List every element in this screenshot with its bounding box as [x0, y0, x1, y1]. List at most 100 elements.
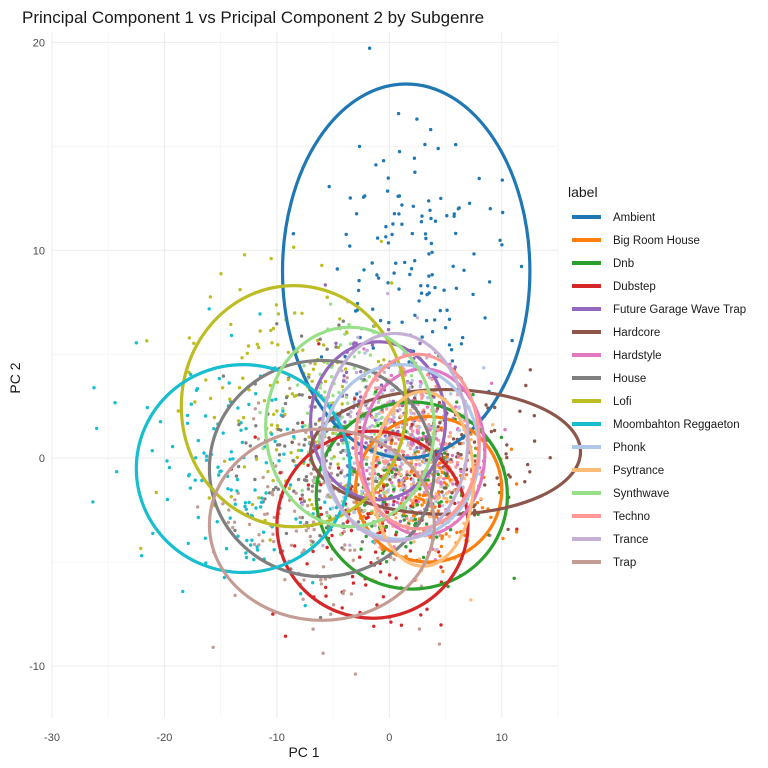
y-axis-ticks: -10 0 10 20 — [29, 37, 45, 673]
data-point — [260, 496, 264, 500]
data-point — [266, 485, 270, 489]
data-point — [306, 504, 310, 508]
data-point — [356, 288, 361, 293]
data-point — [456, 451, 460, 456]
data-point — [348, 548, 352, 552]
data-point — [444, 442, 448, 446]
data-point — [385, 189, 390, 193]
data-point — [457, 405, 461, 409]
data-point — [352, 366, 356, 370]
data-point — [410, 378, 415, 383]
data-point — [415, 503, 419, 507]
legend-item: Future Garage Wave Trap — [572, 304, 746, 316]
data-point — [318, 506, 323, 510]
data-point — [336, 442, 340, 446]
data-point — [264, 491, 268, 495]
data-point — [467, 201, 472, 205]
data-point — [442, 496, 446, 500]
y-tick-label: -10 — [29, 661, 45, 673]
data-point — [451, 478, 455, 482]
data-point — [506, 527, 510, 532]
data-point — [312, 480, 317, 484]
data-point — [524, 383, 528, 388]
data-point — [439, 480, 443, 484]
data-point — [238, 288, 242, 292]
data-point — [387, 573, 392, 577]
data-point — [342, 589, 346, 593]
data-point — [253, 435, 257, 439]
data-point — [405, 516, 409, 521]
data-point — [265, 512, 269, 516]
data-point — [425, 607, 429, 611]
data-point — [419, 393, 423, 397]
data-point — [302, 578, 306, 582]
data-point — [387, 419, 391, 424]
data-point — [308, 395, 312, 400]
data-point — [294, 517, 298, 521]
data-point — [408, 408, 413, 413]
data-point — [414, 499, 418, 503]
data-point — [528, 470, 532, 474]
data-point — [503, 427, 507, 432]
data-point — [207, 307, 211, 311]
data-point — [489, 429, 494, 434]
data-point — [400, 478, 405, 482]
data-point — [204, 378, 208, 382]
data-point — [343, 420, 347, 424]
data-point — [434, 515, 439, 519]
data-point — [428, 208, 432, 212]
data-point — [418, 341, 422, 346]
data-point — [367, 482, 371, 486]
data-point — [385, 510, 389, 514]
data-point — [473, 503, 477, 507]
data-point — [409, 516, 413, 521]
x-tick-label: 0 — [386, 732, 392, 744]
data-point — [489, 515, 493, 520]
data-point — [332, 455, 336, 459]
data-point — [406, 441, 411, 445]
data-point — [432, 496, 436, 500]
data-point — [327, 436, 331, 440]
data-point — [418, 463, 422, 467]
data-point — [453, 501, 457, 506]
data-point — [244, 426, 248, 431]
data-point — [479, 496, 483, 501]
data-point — [271, 532, 275, 536]
data-point — [284, 395, 289, 400]
data-point — [249, 543, 253, 547]
data-point — [247, 500, 251, 505]
data-point — [437, 642, 442, 646]
data-point — [376, 359, 381, 364]
data-point — [433, 318, 437, 322]
data-point — [254, 454, 258, 459]
data-point — [442, 477, 446, 481]
data-point — [389, 620, 393, 624]
data-point — [492, 428, 497, 433]
data-point — [421, 555, 426, 560]
data-point — [411, 514, 416, 518]
data-point — [291, 458, 295, 463]
data-point — [362, 268, 366, 272]
data-point — [382, 490, 386, 495]
data-point — [391, 467, 395, 471]
data-point — [192, 341, 196, 345]
data-point — [449, 392, 453, 396]
ellipse-techno — [354, 352, 481, 531]
data-point — [360, 540, 365, 544]
data-point — [439, 565, 443, 569]
data-point — [244, 441, 248, 445]
data-point — [392, 499, 396, 504]
data-point — [442, 493, 446, 498]
data-point — [331, 431, 335, 435]
data-point — [434, 492, 438, 496]
legend-item: Trance — [572, 534, 648, 546]
data-point — [402, 506, 406, 511]
data-point — [419, 284, 423, 288]
data-point — [388, 451, 392, 455]
data-point — [352, 469, 356, 474]
data-point — [272, 515, 276, 520]
data-point — [235, 477, 240, 482]
data-point — [139, 546, 143, 551]
data-point — [390, 438, 394, 442]
data-point — [400, 320, 404, 324]
